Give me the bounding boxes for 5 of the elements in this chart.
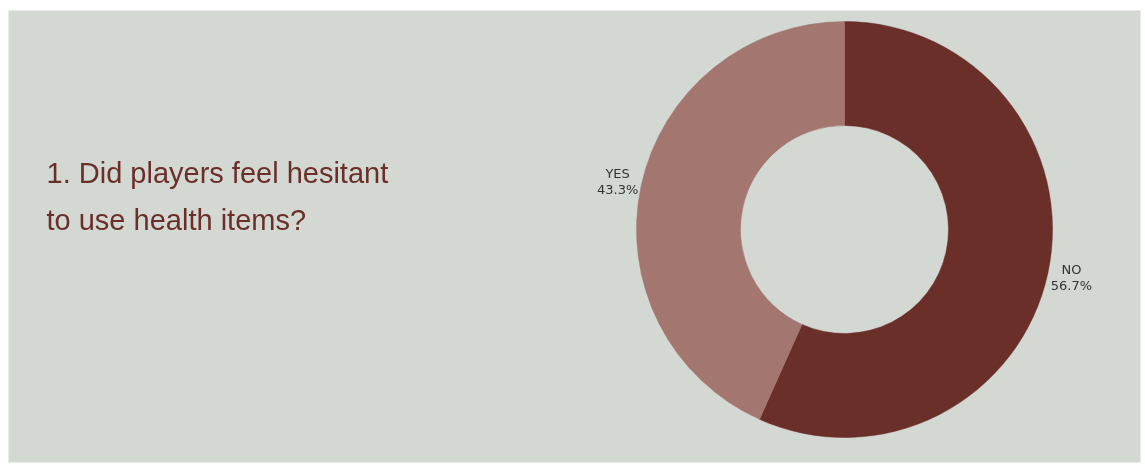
text: 1. Did players feel hesitant to use health items? [46, 157, 389, 236]
slice-label: NO [1061, 262, 1082, 278]
data-label: 56.7% [1050, 278, 1093, 294]
data-label: 43.3% [596, 181, 639, 197]
slice-label: YES [604, 165, 630, 181]
